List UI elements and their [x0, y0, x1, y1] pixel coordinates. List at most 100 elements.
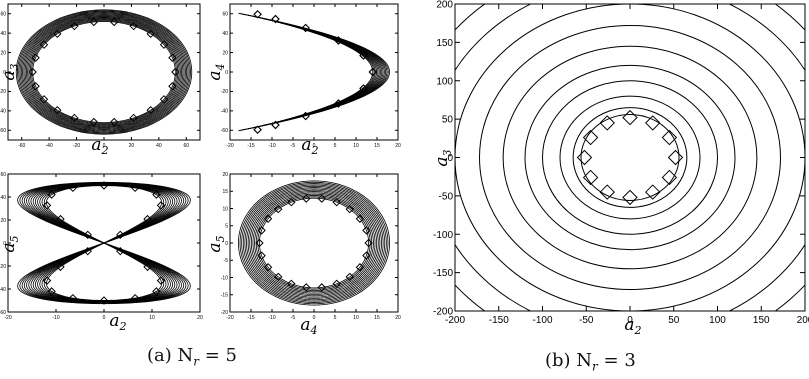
diamond-marker	[31, 82, 40, 91]
contour-line	[580, 114, 680, 201]
diamond-marker	[56, 214, 65, 224]
x-tick-label: 0	[313, 315, 316, 321]
diamond-marker	[99, 296, 109, 305]
y-tick-label: 40	[0, 31, 6, 37]
x-tick-label: -10	[52, 315, 59, 321]
diamond-marker	[274, 204, 283, 214]
x-axis-label: a4	[300, 315, 317, 337]
x-tick-label: 20	[197, 315, 203, 321]
diamond-marker	[599, 184, 615, 200]
y-axis-label: a3	[432, 149, 454, 166]
contour-line	[559, 95, 701, 220]
x-tick-label: -15	[247, 143, 254, 149]
orbit-line	[249, 189, 379, 297]
diamond-marker	[622, 189, 638, 206]
y-tick-label: -40	[0, 109, 6, 115]
diamond-marker	[645, 115, 661, 131]
y-tick-label: -150	[433, 268, 453, 279]
y-tick-label: -5	[224, 258, 229, 264]
orbit-line	[251, 15, 378, 129]
orbit-line	[243, 13, 385, 131]
diamond-marker	[152, 287, 161, 296]
diamond-marker	[99, 181, 109, 190]
orbit-line	[239, 181, 389, 305]
diamond-marker	[263, 263, 273, 272]
orbit-line	[252, 192, 376, 294]
diamond-marker	[355, 214, 365, 223]
y-tick-label: 60	[0, 172, 6, 178]
orbit-line	[250, 191, 378, 295]
y-tick-label: -20	[221, 310, 228, 316]
diamond-marker	[68, 183, 78, 193]
diamond-marker	[362, 226, 371, 235]
diamond-marker	[146, 29, 155, 39]
orbit-line	[248, 14, 380, 130]
y-tick-label: 0	[225, 241, 228, 247]
orbit-line	[25, 16, 183, 128]
diamond-marker	[271, 120, 280, 130]
diamond-marker	[109, 17, 119, 27]
y-tick-label: 150	[436, 38, 453, 49]
diamond-marker	[171, 67, 180, 77]
panel-a-top-left: -60 -40 -20 0 20 40 60 -60 -40 -20 0 20 40 60 a2 a3	[0, 3, 201, 157]
x-tick-label: 20	[129, 143, 135, 149]
diamond-marker	[129, 113, 138, 123]
diamond-marker	[645, 184, 661, 200]
diamond-marker	[116, 230, 125, 240]
orbit-line	[253, 15, 375, 129]
x-tick-label: 40	[156, 143, 162, 149]
x-tick-label: -100	[532, 315, 552, 326]
y-tick-label: -15	[221, 293, 228, 299]
diamond-marker	[582, 169, 599, 186]
orbit-line	[247, 14, 381, 130]
diamond-marker	[301, 111, 310, 121]
x-tick-label: 0	[103, 143, 106, 149]
y-tick-label: -60	[0, 128, 6, 134]
x-tick-label: 200	[797, 315, 809, 326]
contour-line	[524, 64, 736, 251]
diamond-marker	[667, 149, 684, 166]
x-tick-label: -10	[268, 315, 275, 321]
plot-area	[237, 180, 390, 306]
x-tick-label: 20	[395, 143, 401, 149]
orbit-line	[244, 185, 384, 301]
x-tick-label: 10	[353, 315, 359, 321]
contour-line	[572, 107, 688, 208]
diamond-marker	[130, 183, 140, 193]
diamond-marker	[129, 21, 138, 31]
diamond-marker	[168, 82, 177, 91]
contour-line	[455, 4, 805, 311]
plot-frame	[454, 3, 806, 312]
panel-a-top-right: -20 -15 -10 -5 0 5 10 15 20 -60 -40 -20 0 20 40 60 a2 a4	[205, 3, 401, 157]
x-axis-label: a2	[301, 135, 318, 157]
panel-b: -200 -150 -100 -50 0 50 100 150 200 -200 -150 -100 -…	[432, 0, 809, 337]
plot-area	[17, 181, 191, 305]
y-tick-label: -40	[221, 109, 228, 115]
diamond-marker	[39, 40, 49, 49]
diamond-marker	[263, 214, 273, 223]
y-tick-label: 0	[3, 241, 6, 247]
diamond-marker	[83, 246, 92, 256]
y-tick-label: -100	[433, 230, 453, 241]
orbit-line	[255, 195, 373, 291]
diamond-marker	[302, 194, 311, 203]
diamond-marker	[31, 53, 40, 62]
orbit-line	[242, 184, 386, 302]
diamond-marker	[159, 95, 169, 104]
x-tick-label: -20	[4, 315, 11, 321]
y-tick-label: -50	[439, 191, 454, 202]
diamond-marker	[302, 283, 311, 292]
orbit-line	[32, 21, 176, 123]
y-tick-label: 200	[436, 0, 453, 11]
orbit-line	[247, 188, 381, 298]
y-tick-label: 20	[222, 50, 228, 56]
diamond-marker	[622, 109, 638, 126]
diamond-marker	[47, 190, 56, 199]
y-axis-label: a3	[0, 63, 21, 80]
diamond-marker	[109, 117, 119, 127]
diamond-marker	[89, 17, 99, 27]
y-tick-label: 10	[222, 206, 228, 212]
y-tick-label: 20	[222, 172, 228, 178]
x-tick-label: 5	[334, 143, 337, 149]
x-tick-label: -40	[46, 143, 53, 149]
